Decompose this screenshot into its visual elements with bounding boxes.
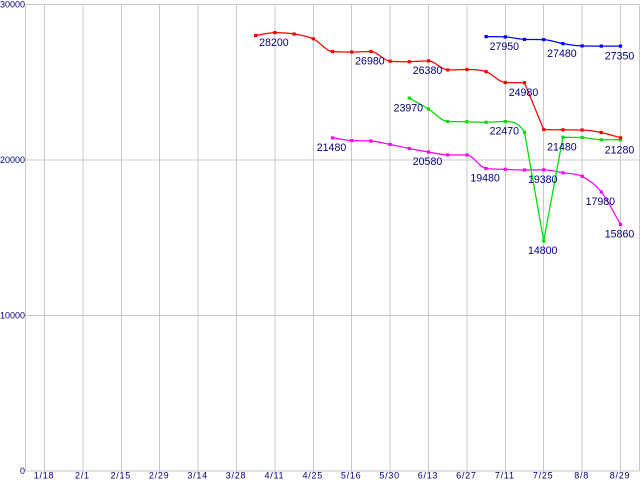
svg-text:24980: 24980	[509, 87, 539, 99]
svg-text:2/15: 2/15	[111, 471, 132, 480]
svg-text:15860: 15860	[605, 229, 635, 241]
svg-text:26980: 26980	[355, 56, 385, 68]
svg-text:21480: 21480	[317, 142, 347, 154]
svg-text:21280: 21280	[605, 145, 635, 157]
svg-text:20000: 20000	[0, 155, 25, 165]
svg-text:2/29: 2/29	[149, 471, 170, 480]
svg-text:19480: 19480	[470, 173, 500, 185]
svg-text:1/18: 1/18	[34, 471, 55, 480]
svg-text:4/11: 4/11	[264, 471, 284, 480]
svg-text:23970: 23970	[394, 102, 424, 114]
svg-text:7/25: 7/25	[533, 471, 554, 480]
svg-text:0: 0	[20, 466, 25, 476]
svg-text:5/16: 5/16	[341, 471, 362, 480]
svg-text:26380: 26380	[413, 65, 443, 77]
svg-text:20580: 20580	[413, 156, 443, 168]
svg-text:8/8: 8/8	[574, 471, 589, 480]
svg-text:27950: 27950	[490, 41, 520, 53]
svg-text:5/30: 5/30	[379, 471, 400, 480]
svg-text:22470: 22470	[490, 126, 520, 138]
svg-text:2/1: 2/1	[75, 471, 90, 480]
svg-text:30000: 30000	[0, 0, 25, 9]
svg-text:8/29: 8/29	[610, 471, 631, 480]
svg-text:27350: 27350	[605, 50, 635, 62]
svg-text:28200: 28200	[259, 37, 289, 49]
svg-text:19380: 19380	[528, 174, 558, 186]
svg-text:3/28: 3/28	[226, 471, 247, 480]
svg-text:21480: 21480	[547, 141, 577, 153]
svg-text:14800: 14800	[528, 245, 558, 257]
svg-text:6/27: 6/27	[456, 471, 477, 480]
svg-text:10000: 10000	[0, 310, 25, 320]
svg-text:27480: 27480	[547, 48, 577, 60]
svg-text:6/13: 6/13	[418, 471, 439, 480]
svg-text:17980: 17980	[586, 196, 616, 208]
svg-text:4/25: 4/25	[303, 471, 324, 480]
svg-text:7/11: 7/11	[495, 471, 515, 480]
svg-text:3/14: 3/14	[187, 471, 208, 480]
